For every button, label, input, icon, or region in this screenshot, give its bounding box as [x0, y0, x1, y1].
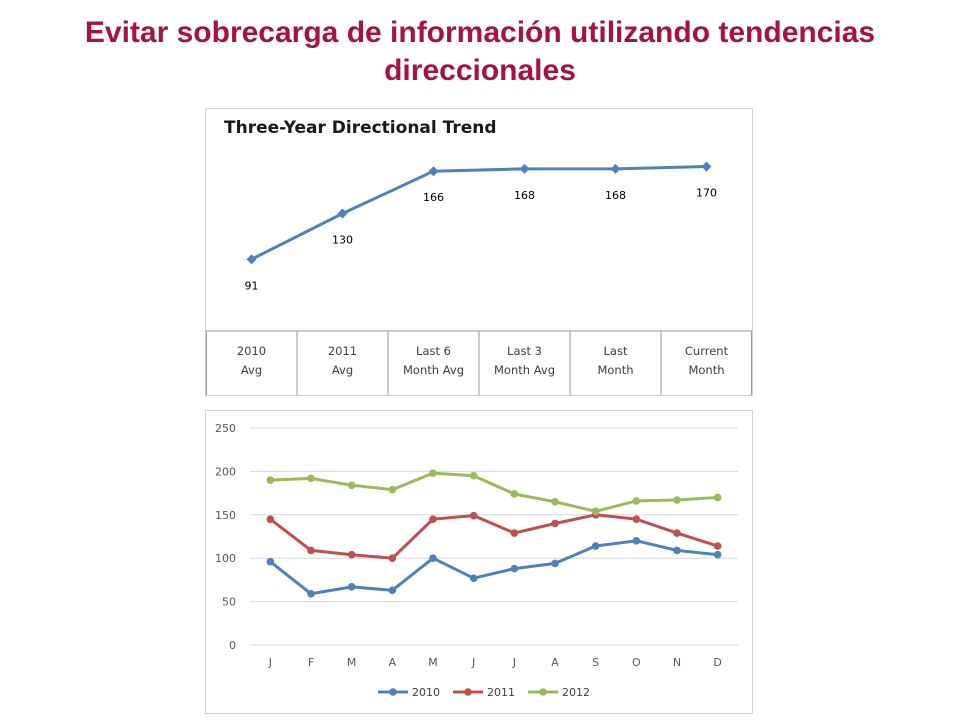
data-label: 130	[332, 234, 353, 247]
y-tick-label: 250	[215, 422, 236, 435]
category-label: Last	[604, 344, 628, 358]
x-tick-label: F	[308, 656, 314, 669]
category-label: Month	[597, 363, 633, 377]
x-tick-label: J	[268, 656, 272, 669]
data-label: 168	[605, 189, 626, 202]
monthly-comparison-chart-svg: 0 50 100 150 200 250 J F M A M J J A S O N D 2010 2011 2012	[215, 422, 738, 699]
series-point-2011	[510, 529, 519, 537]
series-point-2011	[632, 515, 641, 523]
three-year-trend-chart: Three-Year Directional Trend 2010 Avg 2011…	[205, 108, 753, 396]
series-point-2012	[347, 481, 356, 490]
category-label: Month Avg	[494, 363, 555, 377]
category-label: Current	[685, 344, 729, 358]
data-label: 166	[423, 191, 444, 204]
category-label: Month	[688, 363, 724, 377]
series-point-2010	[632, 537, 641, 545]
series-line-2011	[269, 513, 719, 560]
x-tick-label: M	[428, 656, 438, 669]
series-point-2011	[551, 519, 559, 528]
series-point-2010	[510, 564, 519, 573]
series-point-2011	[347, 550, 356, 559]
slide-title-line-1: Evitar sobrecarga de información utiliza…	[84, 16, 876, 49]
series-line-2012	[270, 471, 718, 513]
trend-line	[250, 165, 707, 261]
slide-title-line-2: direccionales	[384, 54, 576, 87]
series-point-2012	[673, 496, 681, 504]
series-point-2012	[551, 497, 559, 506]
chart-title: Three-Year Directional Trend	[224, 118, 497, 138]
series-point-2010	[429, 554, 437, 562]
legend-label: 2011	[487, 686, 515, 699]
x-tick-label: S	[592, 656, 599, 669]
x-tick-label: A	[389, 656, 397, 669]
x-tick-label: N	[673, 656, 681, 669]
x-tick-label: O	[632, 656, 641, 669]
three-year-trend-chart-svg: Three-Year Directional Trend 2010 Avg 2011…	[206, 118, 752, 395]
legend-label: 2010	[412, 686, 440, 699]
series-point-2012	[510, 490, 519, 498]
category-label: Last 6	[416, 344, 451, 358]
data-label: 168	[514, 189, 535, 202]
series-point-2010	[591, 542, 600, 550]
monthly-comparison-chart: 0 50 100 150 200 250 J F M A M J J A S O N D 2010 2011 2012	[205, 410, 753, 714]
category-label: Month Avg	[403, 363, 464, 377]
trend-point	[701, 161, 712, 172]
series-point-2012	[307, 474, 315, 483]
legend-swatch-marker	[539, 688, 547, 696]
y-tick-label: 50	[222, 596, 236, 609]
legend-swatch-marker	[464, 688, 472, 696]
category-label: Last 3	[507, 344, 542, 358]
category-label: Avg	[332, 363, 353, 377]
y-tick-label: 100	[215, 552, 236, 565]
legend-label: 2012	[562, 686, 590, 699]
trend-point	[337, 208, 348, 219]
series-point-2012	[266, 476, 275, 484]
series-point-2012	[713, 493, 722, 502]
legend-swatch-marker	[389, 688, 397, 696]
trend-point	[428, 166, 439, 177]
series-point-2011	[469, 511, 478, 520]
series-line-2010	[269, 539, 718, 596]
y-tick-label: 200	[215, 465, 236, 478]
category-label: 2010	[237, 344, 266, 358]
slide-title: Evitar sobrecarga de información utiliza…	[40, 14, 920, 90]
series-point-2012	[632, 497, 641, 505]
y-tick-label: 150	[215, 509, 236, 522]
x-tick-label: M	[347, 656, 357, 669]
series-point-2011	[713, 542, 722, 550]
category-label: Avg	[241, 363, 262, 377]
series-point-2011	[266, 515, 275, 523]
series-point-2011	[673, 529, 681, 537]
x-tick-label: D	[713, 656, 721, 669]
series-point-2010	[469, 574, 478, 582]
series-point-2011	[307, 546, 315, 555]
x-tick-label: J	[512, 656, 516, 669]
series-point-2010	[347, 583, 356, 591]
series-point-2011	[429, 515, 437, 523]
category-label: 2011	[328, 344, 357, 358]
trend-point	[519, 163, 530, 174]
series-point-2010	[266, 557, 275, 566]
series-point-2011	[388, 554, 397, 562]
series-point-2010	[551, 559, 559, 568]
series-point-2012	[429, 469, 437, 477]
x-tick-label: A	[551, 656, 559, 669]
trend-point	[246, 254, 257, 265]
series-point-2012	[469, 471, 478, 480]
data-label: 91	[245, 279, 259, 292]
series-point-2012	[591, 507, 600, 516]
series-point-2012	[388, 485, 397, 494]
series-point-2010	[673, 546, 681, 555]
y-tick-label: 0	[229, 639, 236, 652]
x-tick-label: J	[471, 656, 475, 669]
series-point-2010	[307, 589, 315, 598]
series-point-2010	[713, 550, 722, 559]
data-label: 170	[696, 187, 717, 200]
trend-point	[610, 163, 621, 174]
series-point-2010	[388, 586, 397, 595]
